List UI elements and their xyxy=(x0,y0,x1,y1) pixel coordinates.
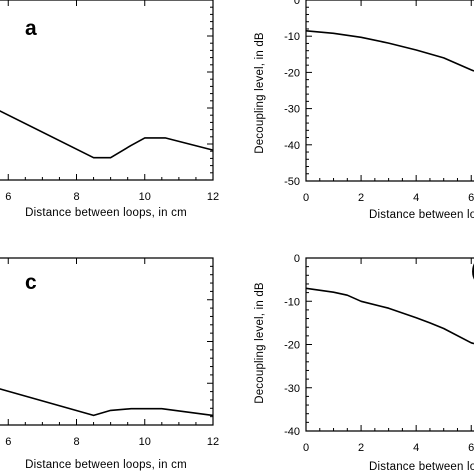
series-line xyxy=(0,110,214,159)
panel-label: a xyxy=(25,17,37,40)
x-tick-label: 4 xyxy=(413,442,419,454)
x-tick-label: 12 xyxy=(207,436,219,448)
x-tick-label: 10 xyxy=(139,191,151,203)
x-tick-label: 2 xyxy=(358,192,364,204)
x-tick-label: 12 xyxy=(207,191,219,203)
panel-d-label: ( xyxy=(471,259,474,282)
x-tick-label: 6 xyxy=(5,436,11,448)
panel-c: 6 8 10 12 Distance between loops, in cm c xyxy=(0,257,219,471)
panel-b: 0 2 4 6 0 -10 -20 -30 -40 -50 Distance between loo… xyxy=(254,0,474,221)
plot-frame xyxy=(305,0,474,182)
panel-label: c xyxy=(25,271,37,294)
x-tick-label: 2 xyxy=(358,442,364,454)
y-tick-label: -10 xyxy=(284,31,300,43)
x-tick-label: 4 xyxy=(413,192,419,204)
x-tick-label: 0 xyxy=(303,192,309,204)
y-tick-label: -40 xyxy=(284,426,300,438)
x-tick-label: 8 xyxy=(73,436,79,448)
y-tick-label: -20 xyxy=(284,67,300,79)
x-tick-label: 0 xyxy=(303,442,309,454)
x-tick-label: 6 xyxy=(468,442,474,454)
series-line xyxy=(305,287,474,345)
x-axis-label: Distance between loops, in cm xyxy=(369,209,474,221)
x-tick-label: 6 xyxy=(468,192,474,204)
y-tick-label: -50 xyxy=(284,176,300,188)
series-line xyxy=(0,388,214,417)
y-tick-label: -30 xyxy=(284,383,300,395)
y-tick-label: -40 xyxy=(284,140,300,152)
panel-d: ( 0 2 4 6 0 -10 -20 -30 -40 Distance between loop… xyxy=(254,253,474,473)
y-tick-label: -20 xyxy=(284,340,300,352)
x-tick-label: 8 xyxy=(73,191,79,203)
y-axis-label: Decoupling level, in dB xyxy=(254,282,266,404)
series-line xyxy=(305,30,474,72)
y-tick-label: -10 xyxy=(284,296,300,308)
y-axis-label: Decoupling level, in dB xyxy=(254,32,266,154)
y-tick-label: 0 xyxy=(294,0,300,7)
x-axis-label: Distance between loops, in cm xyxy=(369,461,474,473)
panel-a: 6 8 10 12 Distance between loops, in cm a xyxy=(0,0,219,219)
x-tick-label: 6 xyxy=(5,191,11,203)
plot-frame xyxy=(305,257,474,432)
x-axis-label: Distance between loops, in cm xyxy=(25,459,187,471)
x-tick-label: 10 xyxy=(139,436,151,448)
y-tick-label: 0 xyxy=(294,253,300,265)
x-axis-label: Distance between loops, in cm xyxy=(25,207,187,219)
y-tick-label: -30 xyxy=(284,104,300,116)
